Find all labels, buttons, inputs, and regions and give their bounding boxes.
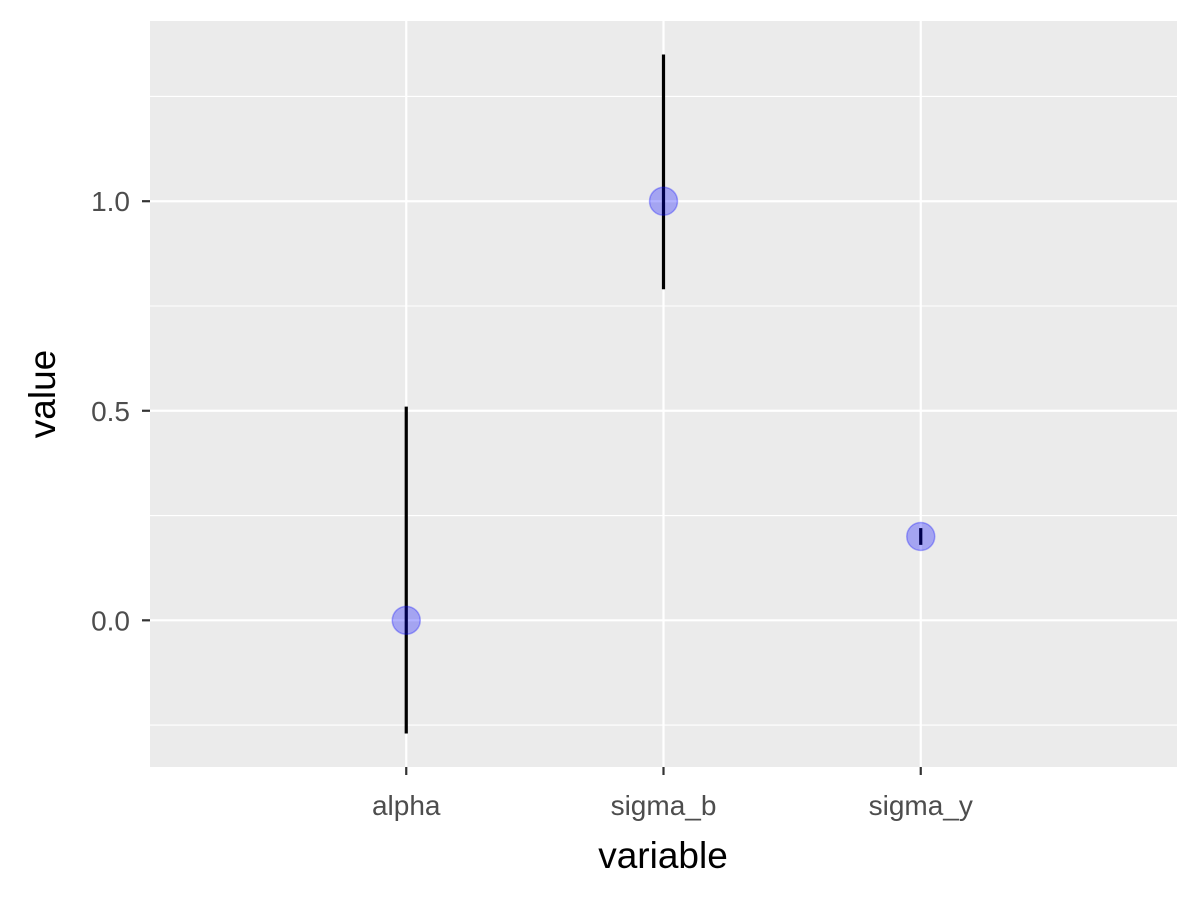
y-tick-label: 1.0	[91, 186, 130, 217]
point-sigma-y	[906, 521, 936, 552]
y-tick-label: 0.0	[91, 605, 130, 636]
y-tick-label: 0.5	[91, 396, 130, 427]
errorbars	[404, 54, 923, 734]
x-axis-title: variable	[598, 835, 728, 876]
y-axis-title: value	[22, 350, 63, 438]
x-tick-label: sigma_b	[611, 790, 717, 821]
point-alpha	[391, 605, 421, 636]
y-axis: 0.0 0.5 1.0	[91, 186, 150, 636]
x-axis: alpha sigma_b sigma_y	[372, 767, 973, 821]
points	[391, 186, 936, 636]
x-tick-label: alpha	[372, 790, 441, 821]
x-tick-label: sigma_y	[869, 790, 973, 821]
point-sigma-b	[648, 186, 679, 216]
